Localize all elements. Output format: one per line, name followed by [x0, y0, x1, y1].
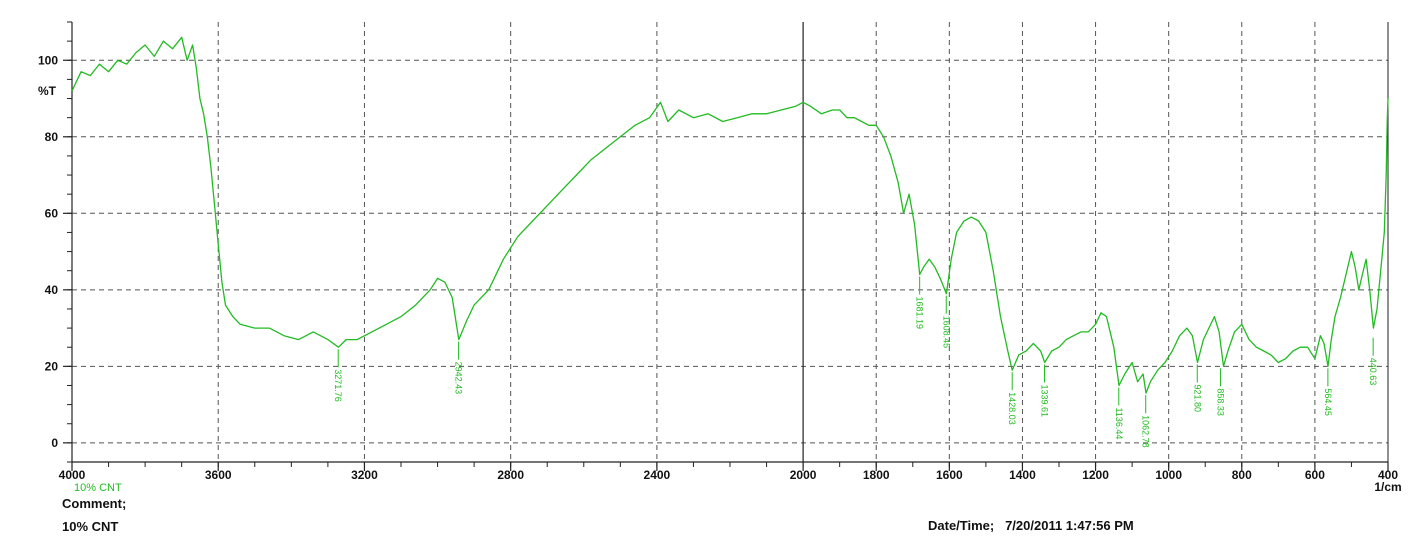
x-tick-label: 400: [1378, 468, 1398, 482]
x-tick-label: 1600: [936, 468, 963, 482]
y-tick-label: 80: [45, 130, 59, 144]
peak-label: 1136.44: [1114, 407, 1124, 439]
y-tick-label: 0: [51, 436, 58, 450]
axes: [71, 22, 1389, 463]
datetime-label: Date/Time;: [928, 518, 995, 533]
y-axis-label: %T: [38, 84, 57, 98]
x-axis-unit-label: 1/cm: [1374, 480, 1401, 494]
y-tick-label: 60: [45, 206, 59, 220]
x-tick-label: 3200: [351, 468, 378, 482]
x-tick-label: 2000: [790, 468, 817, 482]
x-tick-label: 800: [1232, 468, 1252, 482]
peak-label: 858.33: [1215, 388, 1225, 416]
x-tick-label: 3600: [205, 468, 232, 482]
peak-label: 1681.19: [915, 297, 925, 330]
y-tick-label: 20: [45, 359, 59, 373]
y-axis-ticks: 0 20 40 60 80 100: [38, 21, 72, 463]
x-tick-label: 600: [1305, 468, 1325, 482]
peak-label: 921.80: [1192, 385, 1202, 413]
comment-label: Comment;: [62, 496, 127, 511]
datetime-value: 7/20/2011 1:47:56 PM: [1005, 518, 1134, 533]
datetime-stamp: Date/Time; 7/20/2011 1:47:56 PM: [928, 518, 1134, 533]
peak-label: 3271.76: [333, 369, 343, 402]
comment-value: 10% CNT: [62, 519, 119, 534]
x-tick-label: 1200: [1082, 468, 1109, 482]
peak-label: 1062.78: [1141, 415, 1151, 448]
legend-series-name: 10% CNT: [74, 482, 122, 494]
y-tick-label: 40: [45, 283, 59, 297]
x-tick-label: 1800: [863, 468, 890, 482]
x-tick-label: 1400: [1009, 468, 1036, 482]
peak-label: 2942.43: [454, 362, 464, 395]
series-layer: [71, 36, 1389, 394]
peak-label: 1608.45: [941, 316, 951, 349]
grid: [72, 22, 1388, 462]
peak-label: 1339.61: [1040, 385, 1050, 418]
peak-markers: 3271.76 2942.43 1681.19 1608.45 1428.03 1339.…: [333, 276, 1378, 448]
peak-label: 440.63: [1368, 358, 1378, 386]
peak-label: 564.45: [1323, 388, 1333, 416]
x-tick-label: 2400: [644, 468, 671, 482]
spectrum-line: [71, 36, 1389, 394]
y-tick-label: 100: [38, 53, 58, 67]
x-tick-label: 2800: [497, 468, 524, 482]
peak-label: 1428.03: [1007, 392, 1017, 425]
x-axis-ticks: 4000 3600 3200 2800 2400 2000 1800 1600 1400 1200…: [59, 462, 1398, 482]
x-tick-label: 4000: [59, 468, 86, 482]
x-tick-label: 1000: [1155, 468, 1182, 482]
